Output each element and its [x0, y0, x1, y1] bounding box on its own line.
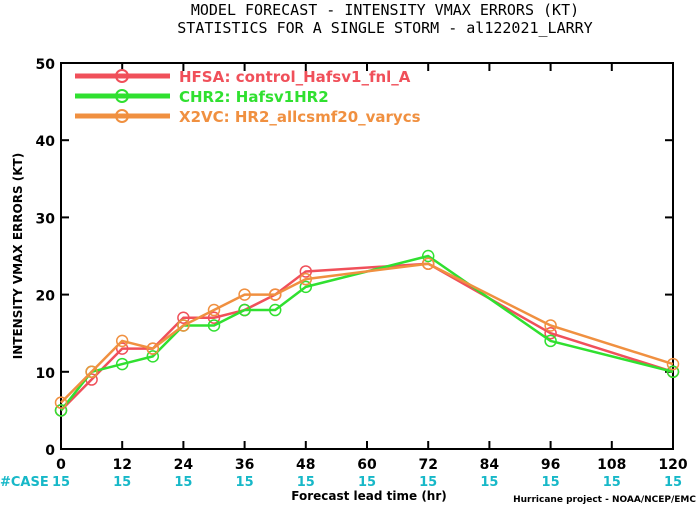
y-tick-label: 30 [36, 211, 56, 227]
y-tick-label: 10 [36, 366, 56, 382]
legend-label: CHR2: Hafsv1HR2 [179, 88, 329, 106]
case-row: 15 15 15 15 15 15 15 15 15 15 15 [52, 475, 682, 490]
series-layer [54, 249, 680, 417]
x-tick-label: 96 [541, 457, 560, 473]
series-1 [54, 249, 680, 417]
series-line [60, 262, 674, 412]
x-tick-label: 84 [480, 457, 500, 473]
x-tick-label: 12 [112, 457, 131, 473]
data-point [177, 311, 190, 325]
data-point [207, 311, 221, 325]
y-tick-label: 40 [36, 134, 56, 150]
data-point [238, 303, 251, 317]
data-point [207, 303, 221, 317]
y-axis-label: INTENSITY VMAX ERRORS (KT) [11, 153, 25, 359]
case-count: 15 [174, 475, 192, 490]
data-point [268, 288, 282, 301]
case-count: 15 [52, 475, 70, 490]
data-point [666, 365, 680, 379]
data-point [666, 357, 680, 371]
series-line [60, 254, 674, 412]
case-count: 15 [297, 475, 315, 490]
legend-entry-1: CHR2: Hafsv1HR2 [75, 88, 329, 106]
x-tick-label: 120 [658, 457, 687, 473]
legend-entry-0: HFSA: control_Hafsv1_fnl_A [75, 68, 411, 86]
case-count: 15 [419, 475, 437, 490]
case-count: 15 [603, 475, 621, 490]
credit-text: Hurricane project - NOAA/NCEP/EMC [513, 495, 696, 505]
axis-ticks: 0 12 24 36 48 60 72 84 96 108 120 0 10 20 30 40 50 [36, 57, 688, 473]
legend-label: HFSA: control_Hafsv1_fnl_A [179, 68, 411, 86]
x-tick-label: 48 [296, 457, 315, 473]
data-point [299, 272, 313, 286]
legend-entry-2: X2VC: HR2_allcsmf20_varycs [75, 108, 421, 126]
legend-swatch-marker [115, 89, 129, 103]
x-tick-label: 24 [174, 457, 194, 473]
data-point [544, 334, 557, 348]
x-tick-label: 108 [597, 457, 626, 473]
data-point [146, 350, 160, 363]
data-point [421, 257, 435, 270]
chart-title: MODEL FORECAST - INTENSITY VMAX ERRORS (… [191, 1, 579, 19]
data-point [544, 326, 557, 340]
x-tick-label: 0 [56, 457, 66, 473]
case-count: 15 [542, 475, 560, 490]
data-point [177, 319, 190, 332]
series-line [60, 262, 674, 404]
x-tick-label: 36 [235, 457, 254, 473]
chart-subtitle: STATISTICS FOR A SINGLE STORM - al122021… [177, 19, 592, 37]
x-tick-label: 60 [357, 457, 377, 473]
y-tick-label: 20 [36, 289, 56, 305]
data-point [299, 265, 313, 278]
data-point [238, 288, 251, 301]
data-point [115, 342, 129, 355]
y-tick-label: 50 [36, 57, 56, 73]
case-count: 15 [358, 475, 376, 490]
data-point [421, 249, 435, 263]
data-point [115, 357, 129, 371]
case-count: 15 [236, 475, 254, 490]
data-point [146, 342, 160, 355]
data-point [207, 319, 221, 332]
legend-swatch-marker [115, 109, 129, 123]
data-point [85, 365, 98, 379]
data-point [268, 303, 282, 317]
data-point [115, 334, 129, 348]
case-count: 15 [113, 475, 131, 490]
data-point [54, 396, 68, 409]
legend-swatch-marker [115, 69, 129, 83]
legend-label: X2VC: HR2_allcsmf20_varycs [179, 108, 421, 126]
y-tick-label: 0 [45, 443, 55, 459]
data-point [54, 404, 68, 417]
x-axis-label: Forecast lead time (hr) [291, 489, 447, 503]
data-point [299, 280, 313, 294]
case-count: 15 [664, 475, 682, 490]
case-count: 15 [480, 475, 498, 490]
case-row-label: #CASE [0, 475, 49, 490]
legend: HFSA: control_Hafsv1_fnl_A CHR2: Hafsv1HR… [75, 68, 421, 126]
x-tick-label: 72 [418, 457, 437, 473]
series-2 [54, 257, 680, 409]
data-point [544, 319, 557, 332]
